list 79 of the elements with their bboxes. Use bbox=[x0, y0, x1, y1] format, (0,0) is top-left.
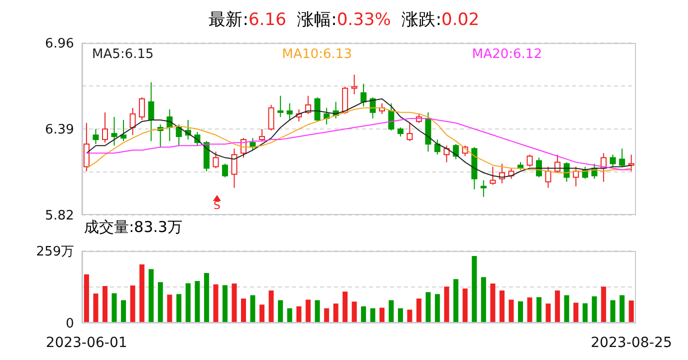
bar bbox=[628, 300, 634, 323]
y-tick-label: 0 bbox=[66, 316, 74, 332]
bar bbox=[333, 304, 338, 323]
candlestick bbox=[480, 180, 487, 198]
bar bbox=[481, 277, 486, 323]
bar bbox=[518, 301, 523, 323]
bar bbox=[232, 284, 237, 323]
text: MA5:6.15 bbox=[92, 47, 154, 62]
bar bbox=[84, 274, 90, 323]
candlestick bbox=[351, 74, 358, 95]
bar bbox=[380, 308, 384, 323]
bar bbox=[370, 308, 376, 323]
bar bbox=[250, 295, 256, 323]
bar bbox=[416, 298, 422, 323]
bar bbox=[268, 290, 274, 323]
x-tick-label: 2023-06-01 bbox=[46, 335, 128, 351]
y-tick-label: 6.39 bbox=[45, 122, 74, 138]
candlestick bbox=[130, 107, 136, 136]
bar bbox=[527, 297, 532, 323]
chart-title: 成交量:83.3万 bbox=[84, 218, 182, 236]
bar bbox=[601, 286, 606, 323]
bar bbox=[398, 308, 403, 323]
bar bbox=[324, 308, 330, 323]
bar bbox=[342, 292, 348, 323]
bar bbox=[139, 264, 144, 323]
bar bbox=[546, 304, 551, 323]
bar bbox=[213, 284, 218, 323]
bar bbox=[112, 293, 117, 323]
bar bbox=[102, 286, 108, 323]
bar bbox=[582, 303, 588, 323]
bar bbox=[176, 294, 182, 323]
bar bbox=[508, 300, 514, 323]
bar bbox=[620, 295, 625, 323]
bar bbox=[407, 310, 412, 323]
bar bbox=[120, 300, 126, 323]
bar bbox=[194, 281, 200, 323]
bar bbox=[186, 283, 191, 323]
bar bbox=[167, 294, 172, 323]
bar bbox=[592, 296, 597, 323]
bar bbox=[536, 297, 542, 323]
bar bbox=[148, 269, 154, 323]
bar bbox=[278, 300, 283, 323]
annotation: S bbox=[214, 199, 220, 212]
bar bbox=[388, 300, 394, 323]
bar bbox=[93, 294, 98, 323]
y-tick-label: 6.96 bbox=[45, 36, 74, 52]
bar bbox=[352, 302, 357, 323]
bar bbox=[573, 302, 578, 323]
bar bbox=[564, 295, 570, 323]
text: MA10:6.13 bbox=[282, 47, 352, 62]
bar bbox=[426, 292, 431, 323]
bar bbox=[306, 300, 311, 323]
bar bbox=[287, 308, 292, 323]
bar bbox=[472, 256, 477, 323]
y-tick-label: 5.82 bbox=[45, 208, 74, 224]
bar bbox=[241, 298, 246, 323]
bar bbox=[130, 285, 136, 323]
bar bbox=[204, 272, 210, 323]
bar bbox=[610, 300, 616, 323]
y-tick-label: 259万 bbox=[36, 244, 74, 260]
bar bbox=[500, 290, 505, 323]
bar bbox=[462, 288, 468, 323]
text: MA20:6.12 bbox=[472, 47, 542, 62]
bar bbox=[434, 294, 440, 323]
bar bbox=[490, 284, 496, 323]
candlestick bbox=[148, 82, 154, 142]
bar bbox=[361, 306, 366, 323]
bar bbox=[296, 306, 302, 323]
candlestick bbox=[231, 148, 238, 188]
bar bbox=[158, 282, 163, 323]
candlestick bbox=[111, 116, 118, 146]
chart-title: 最新:6.16 涨幅:0.33% 涨跌:0.02 bbox=[208, 10, 480, 30]
x-tick-label: 2023-08-25 bbox=[590, 335, 672, 351]
bar bbox=[259, 304, 264, 323]
bar bbox=[453, 279, 458, 323]
bar bbox=[314, 300, 320, 323]
bar bbox=[222, 285, 228, 323]
bar bbox=[444, 286, 450, 323]
bar bbox=[554, 290, 560, 323]
